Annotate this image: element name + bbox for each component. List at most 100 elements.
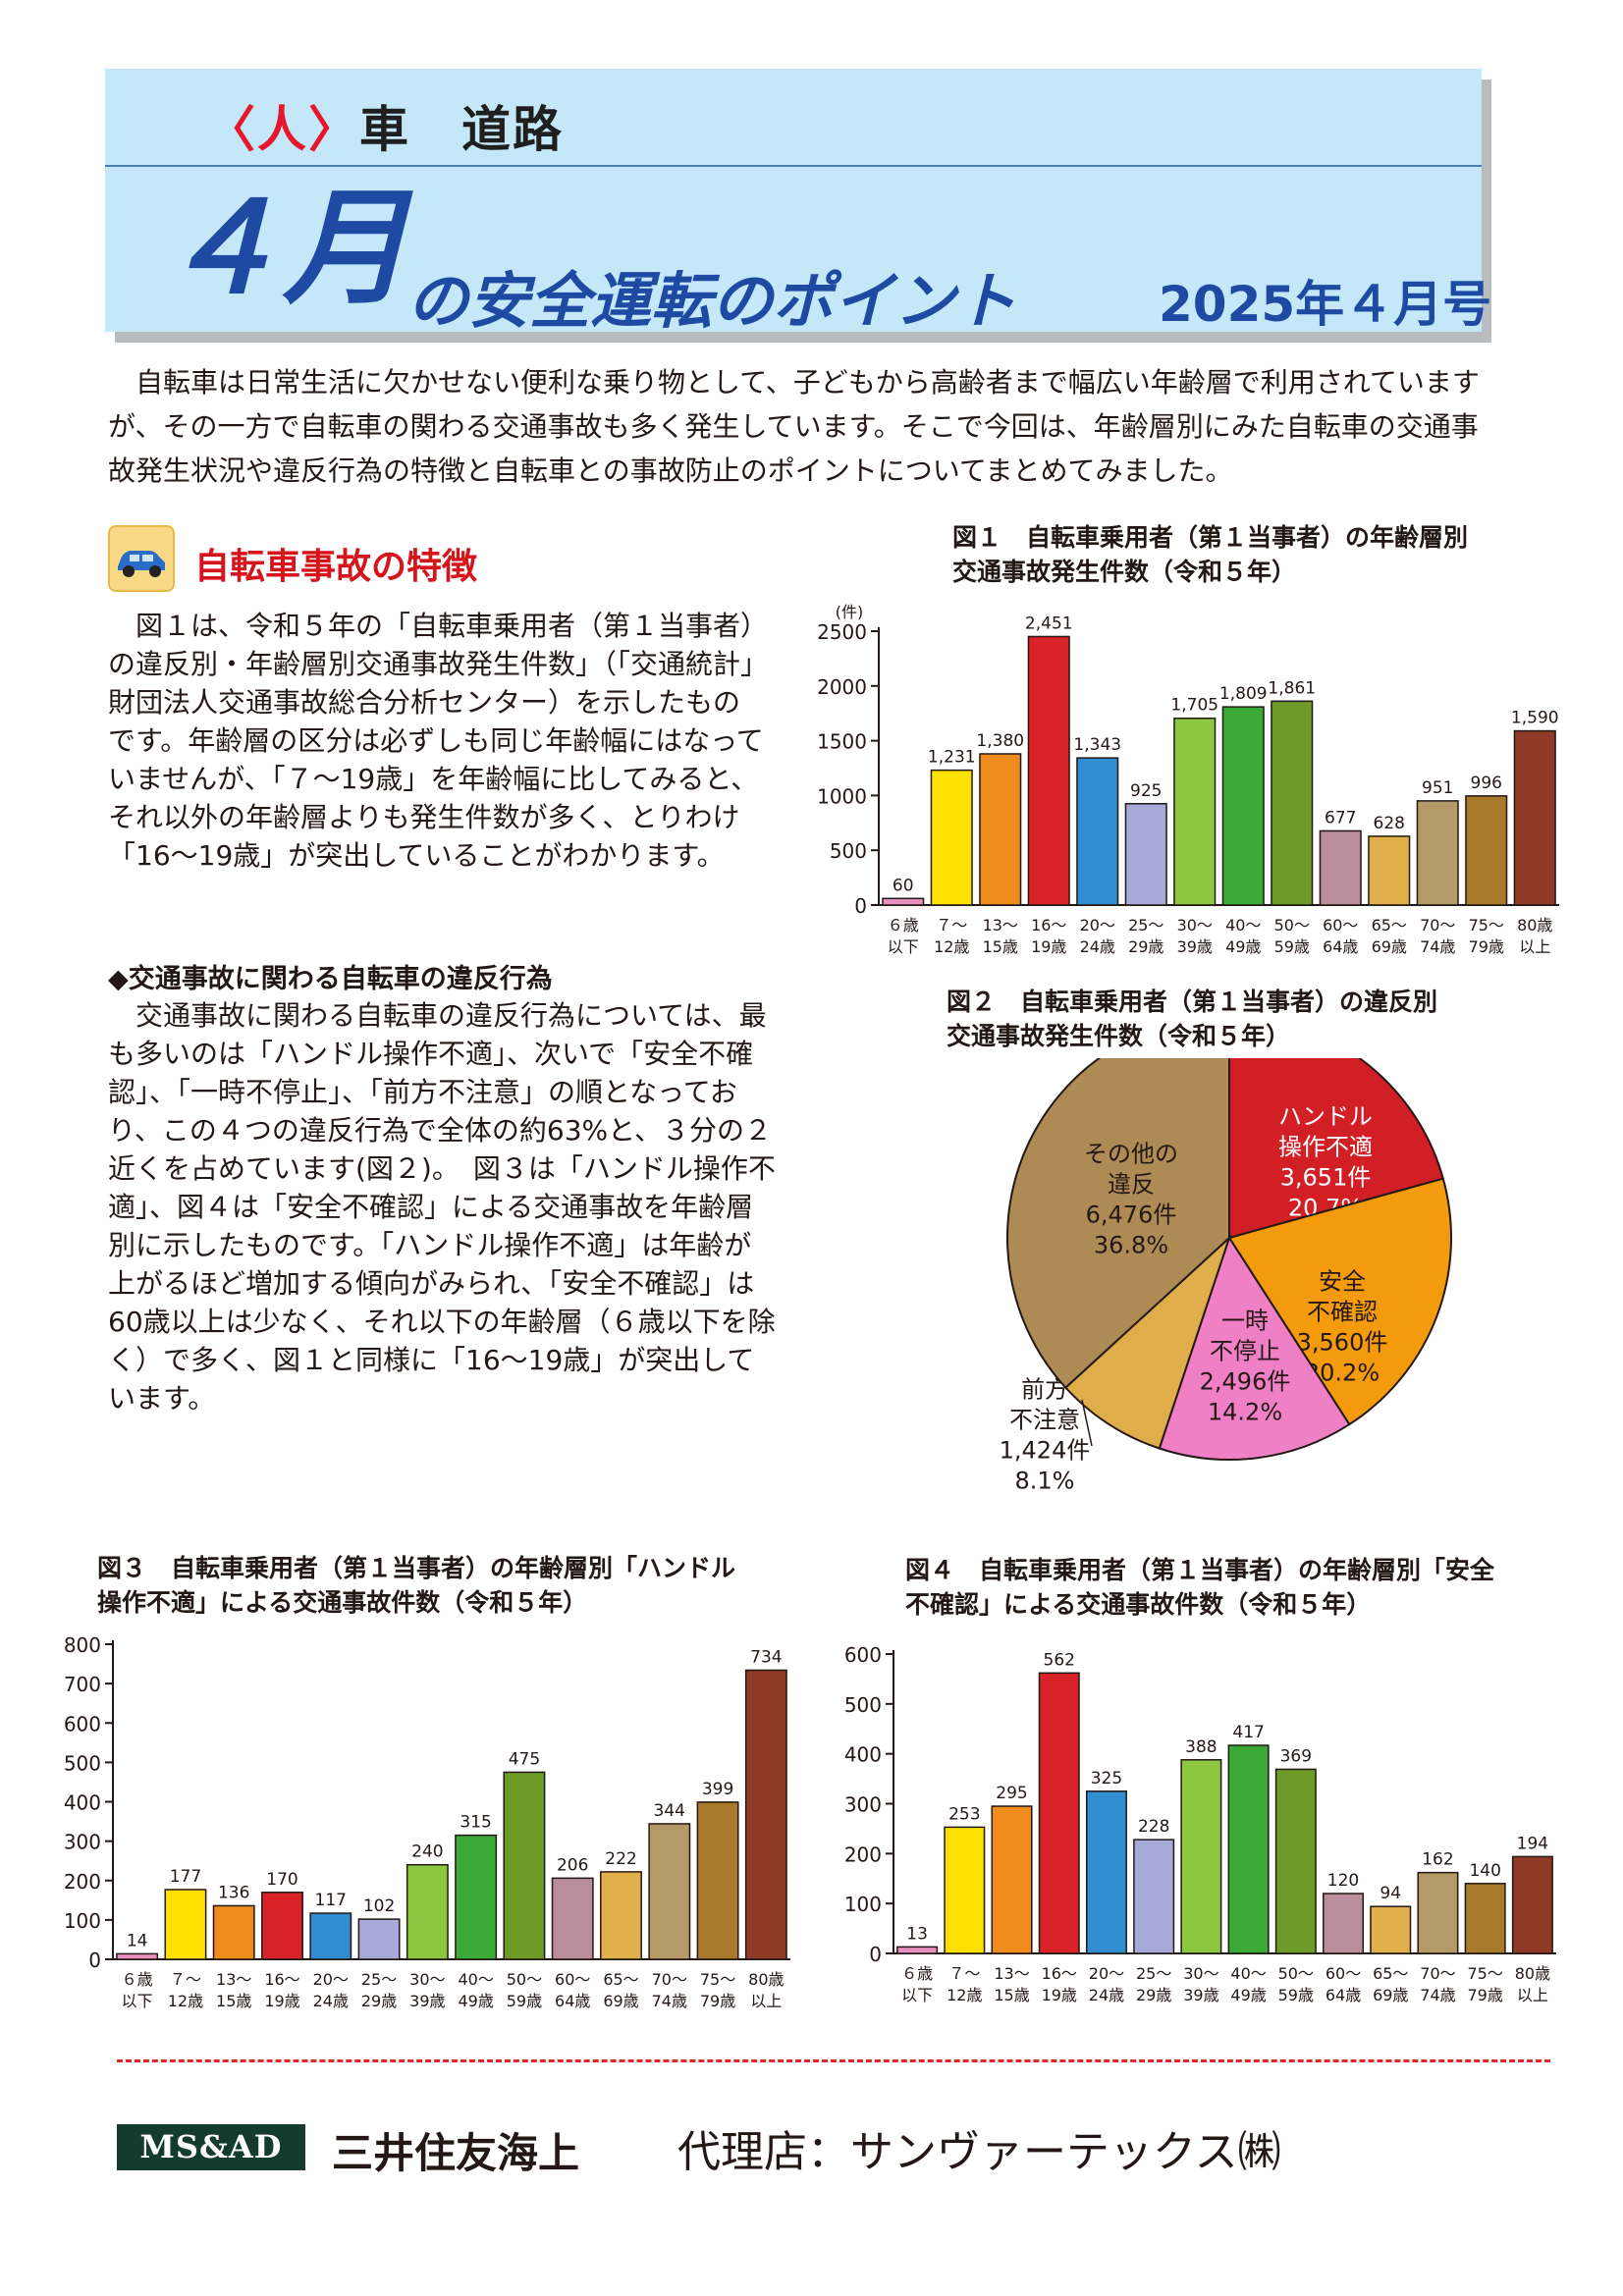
pie-leader-line [1081,1399,1093,1447]
fig3-x-tick-label: ７～ [170,1970,201,1989]
pie-slice-label: 2,496件 [1200,1368,1291,1396]
fig3-x-tick-label: 50～ [507,1970,542,1989]
fig4-x-tick-label: ７～ [948,1964,980,1983]
fig3-bar [357,1918,401,1960]
fig3-x-tick-label: 15歳 [216,1992,251,2010]
fig3-title: 図３ 自転車乗用者（第１当事者）の年齢層別「ハンドル 操作不適」による交通事故件… [97,1554,736,1617]
fig4-data-label: 417 [1232,1723,1264,1742]
fig1-x-tick-label: 79歳 [1469,937,1504,956]
fig1-bar [1368,835,1411,906]
fig3-data-label: 14 [127,1931,148,1950]
issue-label: 2025年４月号 [1159,276,1492,333]
fig4-data-label: 13 [906,1924,928,1944]
fig4-x-tick-label: 70～ [1420,1964,1455,1983]
fig1-y-tick-label: 1000 [817,784,867,808]
fig1-bar [1465,795,1508,906]
pie-slice [1158,1235,1351,1461]
fig1-x-tick-label: 以下 [888,937,919,956]
fig1-y-tick-label: 500 [830,839,867,863]
fig1-x-tick-label: 30～ [1177,916,1213,934]
fig3-x-tick-label: 75～ [700,1970,735,1989]
fig4-x-tick-label: 59歳 [1278,1986,1314,2004]
agency-name: 代理店：サンヴァーテックス㈱ [677,2127,1281,2177]
fig1-data-label: 925 [1130,781,1162,801]
fig4-bar [1180,1759,1222,1954]
category-highlight: 〈人〉 [206,101,359,158]
fig3-x-tick-label: 13～ [216,1970,251,1989]
fig4-x-tick-label: 79歳 [1467,1986,1502,2004]
fig1-y-unit-label: (件) [836,603,864,621]
msad-logo: MS&AD [117,2124,305,2170]
fig4-data-label: 94 [1380,1884,1401,1903]
fig3-data-label: 315 [460,1813,491,1833]
fig3-bar-chart: 0 100 200 300 400 500 600 700 800 14 ６歳以下 177 ７～ 12歳 1… [64,1633,790,2010]
fig4-x-tick-label: 30～ [1183,1964,1218,1983]
pie-slice [1063,1234,1232,1450]
fig3-bar [116,1952,159,1960]
fig4-x-tick-label: 64歳 [1325,1986,1361,2004]
fig1-bar [1271,700,1314,906]
fig4-data-label: 253 [948,1804,980,1824]
fig1-x-tick-label: 70～ [1420,916,1455,934]
fig1-x-tick-label: 49歳 [1225,937,1261,956]
fig1-data-label: 951 [1422,778,1453,798]
fig3-x-tick-label: 16～ [264,1970,299,1989]
fig1-data-label: 2,451 [1025,614,1073,633]
fig3-y-tick-label: 0 [88,1949,101,1972]
fig3-y-tick-label: 200 [64,1870,101,1894]
pie-slice-label: 6,476件 [1086,1201,1177,1229]
fig1-title: 図１ 自転車乗用者（第１当事者）の年齢層別 交通事故発生件数（令和５年） [952,523,1469,586]
fig3-bar [455,1834,498,1960]
fig4-bar [896,1946,939,1954]
fig1-bar [1173,717,1217,906]
pie-slice-label: 違反 [1108,1171,1155,1199]
fig4-y-tick-label: 400 [844,1743,882,1767]
fig4-x-tick-label: 以上 [1517,1986,1548,2004]
fig3-x-tick-label: 80歳 [748,1970,784,1989]
fig3-x-tick-label: 49歳 [458,1992,493,2010]
fig3-y-tick-label: 400 [64,1791,101,1815]
fig4-x-tick-label: 29歳 [1136,1986,1171,2004]
fig4-data-label: 228 [1138,1817,1169,1837]
fig3-data-label: 170 [266,1870,298,1890]
fig4-x-tick-label: 15歳 [994,1986,1029,2004]
fig4-data-label: 162 [1422,1850,1453,1870]
fig1-bar [1416,800,1459,906]
fig4-x-tick-label: 20～ [1089,1964,1124,1983]
fig4-bar [944,1826,986,1954]
fig4-x-tick-label: 65～ [1373,1964,1408,1983]
fig4-bar [1227,1744,1270,1954]
fig1-bar [1221,706,1265,906]
fig4-data-label: 325 [1091,1769,1122,1789]
fig4-x-tick-label: 25～ [1136,1964,1171,1983]
fig3-x-tick-label: 25～ [361,1970,397,1989]
pie-slice-label: 3,560件 [1297,1329,1388,1357]
fig3-x-tick-label: 以上 [750,1992,782,2010]
fig3-y-tick-label: 600 [64,1712,101,1735]
title-subtitle: の安全運転のポイント [407,265,1017,337]
fig3-x-tick-label: ６歳 [122,1970,153,1989]
pie-slice-label: 36.8% [1094,1232,1168,1259]
fig4-bar [991,1805,1033,1954]
fig4-x-tick-label: 50～ [1278,1964,1314,1983]
fig1-x-tick-label: 15歳 [983,937,1018,956]
fig3-data-label: 136 [218,1883,249,1902]
fig4-bar [1464,1883,1506,1954]
fig3-x-tick-label: 79歳 [700,1992,735,2010]
fig4-bar [1370,1905,1412,1954]
fig1-x-tick-label: 13～ [983,916,1018,934]
pie-slice-label: 一時 [1221,1308,1269,1335]
fig1-x-tick-label: 69歳 [1372,937,1407,956]
fig3-bar [309,1912,352,1960]
fig4-title: 図４ 自転車乗用者（第１当事者）の年齢層別「安全 不確認」による交通事故件数（令… [905,1556,1495,1619]
fig4-data-label: 295 [996,1784,1027,1803]
fig1-data-label: 1,231 [928,748,976,768]
fig1-x-tick-label: ６歳 [888,916,919,934]
fig3-data-label: 344 [654,1801,685,1821]
fig3-x-tick-label: 69歳 [603,1992,638,2010]
fig3-x-tick-label: 39歳 [409,1992,445,2010]
fig1-bar [1513,729,1556,906]
fig4-data-label: 388 [1185,1737,1217,1757]
fig4-x-tick-label: 60～ [1325,1964,1361,1983]
pie-slice-label: 3,651件 [1280,1164,1372,1192]
